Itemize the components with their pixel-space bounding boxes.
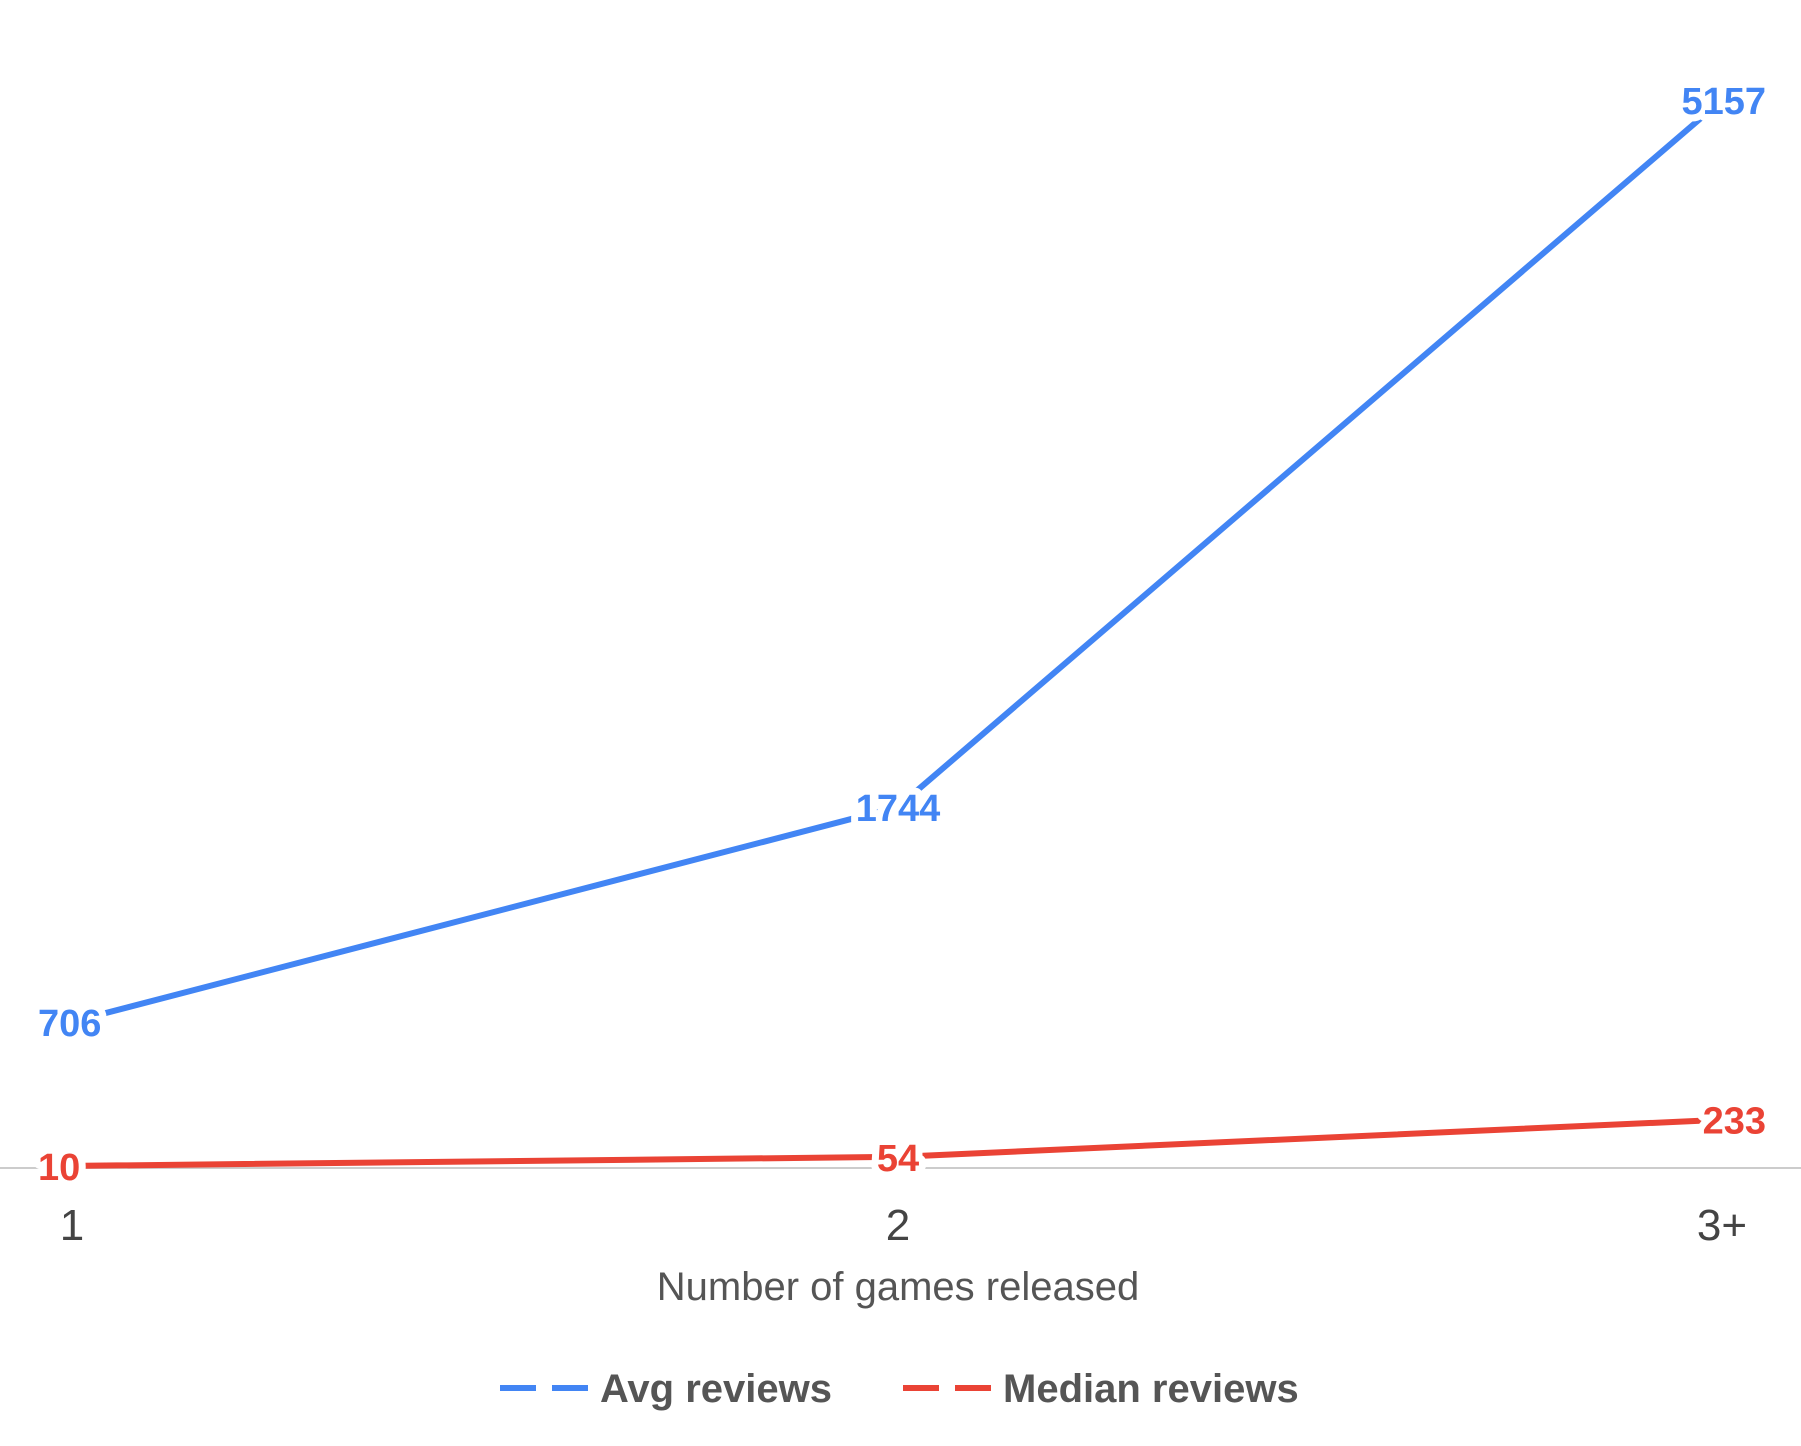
x-tick-label: 3+ (1697, 1201, 1747, 1250)
median-reviews-data-label: 10 (38, 1147, 80, 1189)
median-reviews-label-halo: 54 (877, 1138, 919, 1180)
median-reviews-label-halo: 10 (38, 1147, 80, 1189)
legend-label: Avg reviews (600, 1367, 832, 1411)
x-tick-label: 2 (886, 1201, 910, 1250)
legend: Avg reviews Median reviews (500, 1367, 1299, 1411)
legend-label: Median reviews (1003, 1367, 1299, 1411)
x-tick-label: 1 (60, 1201, 84, 1250)
x-axis-title: Number of games released (657, 1265, 1139, 1309)
series-layer (69, 97, 1725, 1169)
median-reviews-data-label: 54 (877, 1138, 919, 1180)
avg-reviews-label-halo: 1744 (856, 788, 941, 830)
median-reviews-label-halo: 233 (1703, 1101, 1766, 1143)
avg-reviews-data-label: 1744 (856, 788, 941, 830)
legend-item-median-reviews: Median reviews (903, 1367, 1299, 1411)
median-reviews-line (69, 1116, 1725, 1169)
avg-reviews-data-label: 5157 (1681, 81, 1766, 123)
x-axis-tick-labels: 1 2 3+ (60, 1201, 1747, 1250)
median-reviews-data-label: 233 (1703, 1101, 1766, 1143)
avg-reviews-data-label: 706 (38, 1003, 101, 1045)
avg-reviews-line (69, 97, 1725, 1025)
avg-reviews-label-halo: 706 (38, 1003, 101, 1045)
legend-item-avg-reviews: Avg reviews (500, 1367, 832, 1411)
avg-reviews-label-halo: 5157 (1681, 81, 1766, 123)
